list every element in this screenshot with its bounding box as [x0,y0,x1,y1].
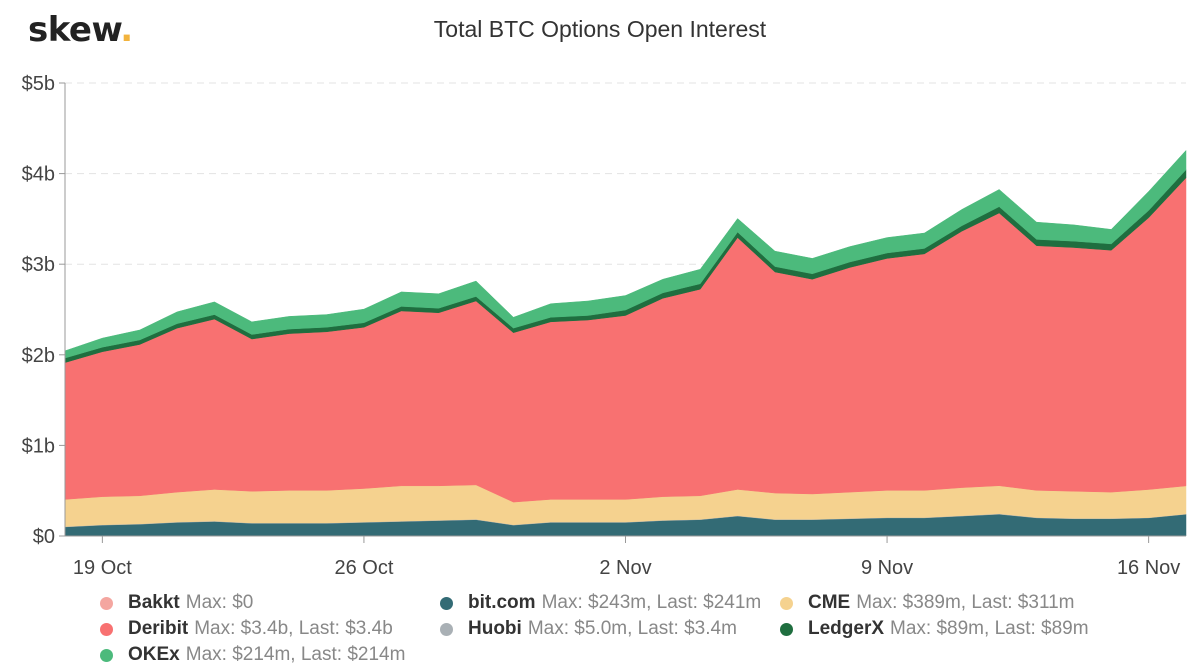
legend-series-stats: Max: $89m, Last: $89m [890,618,1089,639]
legend-series-name: Huobi [468,618,522,639]
legend-series-name: bit.com [468,592,536,613]
legend-item-bakkt[interactable]: Bakkt Max: $0 [100,592,253,614]
legend-series-stats: Max: $0 [185,592,254,613]
legend-dot [100,622,113,636]
legend-item-deribit[interactable]: Deribit Max: $3.4b, Last: $3.4b [100,618,393,640]
x-tick-label-4: 16 Nov [1117,557,1180,579]
brand-dot: . [120,10,133,50]
x-tick-label-0: 19 Oct [73,557,132,579]
legend-dot [780,622,793,636]
legend-series-name: Deribit [128,618,189,639]
brand-name: skew [28,10,121,50]
legend-series-stats: Max: $5.0m, Last: $3.4m [527,618,737,639]
legend-item-bit-com[interactable]: bit.com Max: $243m, Last: $241m [440,592,761,614]
legend-series-stats: Max: $3.4b, Last: $3.4b [194,618,393,639]
series-areas [64,149,1187,537]
legend-series-stats: Max: $389m, Last: $311m [856,592,1075,613]
x-tick-label-3: 9 Nov [861,557,913,579]
legend-series-stats: Max: $214m, Last: $214m [185,644,406,665]
legend-dot [100,596,113,610]
y-tick-label-0: $0 [33,526,55,548]
legend-series-stats: Max: $243m, Last: $241m [541,592,762,613]
legend-series-name: OKEx [128,644,180,665]
legend-series-name: CME [808,592,851,613]
area-okex [64,149,1187,359]
legend-item-cme[interactable]: CME Max: $389m, Last: $311m [780,592,1075,614]
y-tick-label-4: $4b [22,164,55,186]
y-tick-label-1: $1b [22,435,55,457]
y-tick-label-5: $5b [22,73,55,95]
x-tick-label-1: 26 Oct [334,557,393,579]
legend-item-okex[interactable]: OKEx Max: $214m, Last: $214m [100,644,405,666]
legend-series-name: Bakkt [128,592,180,613]
axes: $0 $1b $2b $3b $4b $5b 19 Oct 26 Oct 2 Nov 9 Nov 1… [22,73,1186,579]
legend-item-huobi[interactable]: Huobi Max: $5.0m, Last: $3.4m [440,618,737,640]
legend-dot [440,596,453,610]
legend-item-ledgerx[interactable]: LedgerX Max: $89m, Last: $89m [780,618,1089,640]
legend-dot [100,648,113,662]
chart-title: Total BTC Options Open Interest [433,16,767,42]
x-tick-label-2: 2 Nov [599,557,651,579]
brand-logo: skew. [28,10,133,50]
y-tick-label-2: $2b [22,345,55,367]
legend-dot [440,622,453,636]
legend-dot [780,596,793,610]
legend-series-name: LedgerX [808,618,885,639]
y-tick-label-3: $3b [22,254,55,276]
